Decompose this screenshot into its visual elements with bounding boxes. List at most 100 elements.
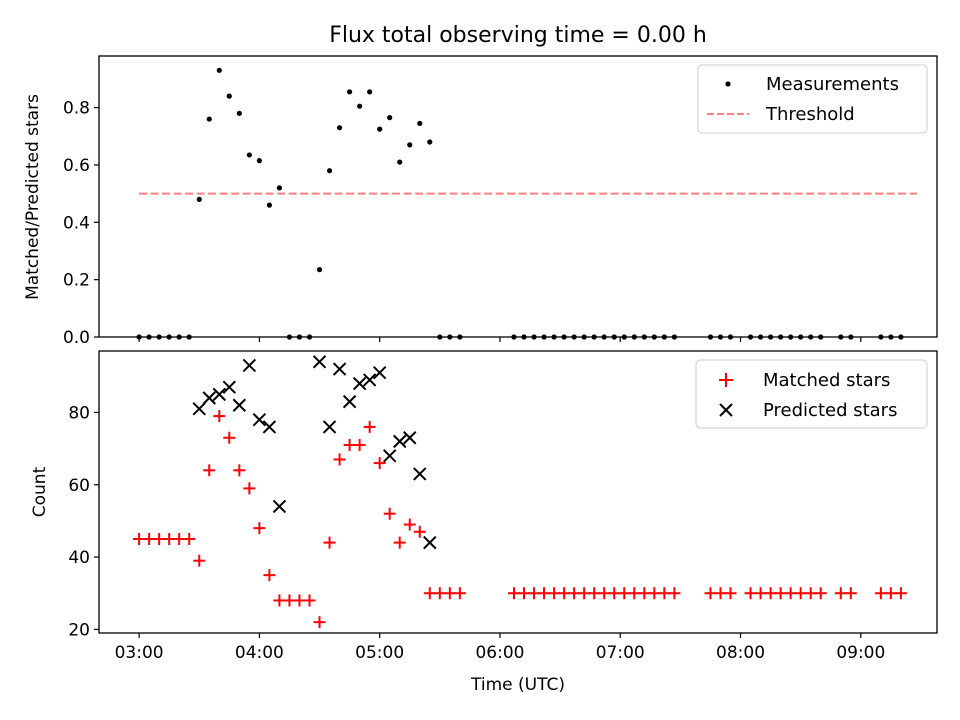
matched-stars-point — [538, 587, 551, 600]
x-tick-label: 09:00 — [836, 643, 885, 663]
bottom-legend-box — [695, 359, 928, 429]
y-tick-label: 40 — [68, 548, 90, 568]
predicted-stars-point — [393, 434, 407, 449]
y-tick-label: 0.6 — [63, 156, 90, 176]
top-chart-title: Flux total observing time = 0.00 h — [329, 23, 707, 48]
y-tick-label: 20 — [68, 620, 90, 640]
matched-stars-point — [443, 587, 456, 600]
matched-stars-point — [598, 587, 611, 600]
matched-stars-point — [794, 587, 807, 600]
matched-stars-point — [293, 594, 306, 607]
predicted-stars-point — [212, 387, 226, 402]
matched-stars-point — [658, 587, 671, 600]
predicted-stars-point — [382, 449, 397, 463]
y-tick-label: 60 — [68, 476, 90, 496]
matched-stars-point — [373, 457, 386, 470]
matched-stars-point — [163, 533, 176, 545]
bottom-x-axis-label: Time (UTC) — [470, 675, 565, 695]
predicted-stars-point — [332, 362, 347, 376]
measurement-point — [316, 267, 323, 273]
matched-stars-point — [884, 587, 897, 600]
predicted-stars-point — [262, 420, 277, 434]
measurement-point — [256, 158, 262, 164]
predicted-stars-point — [252, 412, 267, 427]
top-legend-box — [697, 64, 928, 134]
legend-matched-marker — [719, 373, 733, 387]
bottom-panel: Count Time (UTC) 20 40 60 80 03:00 04:00 05:00… — [30, 350, 938, 695]
matched-stars-point — [618, 587, 631, 600]
y-tick-label: 0.8 — [63, 99, 90, 119]
measurement-point — [336, 125, 343, 131]
measurement-point — [236, 110, 242, 116]
matched-stars-point — [363, 420, 376, 433]
measurement-point — [346, 89, 353, 95]
predicted-stars-point — [192, 402, 206, 416]
top-legend: Measurements Threshold — [697, 64, 928, 134]
matched-stars-point — [668, 587, 681, 600]
x-tick-label: 04:00 — [235, 643, 284, 663]
predicted-stars-point — [342, 394, 357, 409]
matched-stars-point — [588, 587, 601, 600]
matched-stars-point — [143, 533, 156, 545]
matched-stars-point — [507, 587, 520, 600]
matched-stars-point — [193, 554, 206, 567]
y-tick-label: 0.4 — [63, 213, 90, 233]
matched-stars-point — [203, 464, 216, 477]
legend-predicted-marker — [719, 403, 733, 417]
matched-stars-point — [724, 587, 737, 600]
matched-stars-point — [774, 587, 787, 600]
legend-measurements-label: Measurements — [766, 74, 899, 95]
measurement-point — [246, 152, 252, 158]
measurement-point — [266, 202, 273, 208]
measurement-point — [196, 196, 202, 202]
top-panel: Flux total observing time = 0.00 h Match… — [23, 23, 938, 348]
matched-stars-point — [433, 587, 446, 600]
matched-stars-point — [704, 587, 717, 600]
matched-stars-point — [183, 533, 196, 545]
bottom-axes-frame — [98, 350, 938, 634]
top-y-axis-label: Matched/Predicted stars — [23, 94, 43, 300]
matched-stars-point — [263, 569, 276, 582]
matched-stars-point — [333, 453, 346, 466]
matched-stars-point — [578, 587, 591, 600]
predicted-stars-point — [352, 376, 367, 391]
matched-stars-point — [423, 587, 436, 600]
measurement-point — [326, 168, 333, 174]
matched-stars-point — [343, 439, 356, 451]
matched-stars-point — [874, 587, 887, 600]
matched-stars-point — [784, 587, 797, 600]
matched-stars-point — [628, 587, 641, 600]
matched-stars-point — [744, 587, 757, 600]
measurement-point — [216, 67, 222, 73]
bottom-ticks: 20 40 60 80 03:00 04:00 05:00 06:00 07:00 08:00 09… — [68, 403, 885, 663]
x-tick-label: 05:00 — [355, 643, 404, 663]
matched-stars-point — [844, 587, 857, 600]
matched-stars-point — [233, 464, 246, 477]
matched-stars-point — [648, 587, 661, 600]
top-axes-frame — [98, 55, 938, 338]
measurement-point — [427, 139, 433, 145]
matched-stars-point — [133, 533, 146, 545]
matched-stars-point — [153, 533, 166, 545]
legend-matched-label: Matched stars — [763, 370, 890, 391]
predicted-stars-point — [222, 380, 237, 394]
matched-stars-point — [548, 587, 561, 600]
top-ticks: 0.0 0.2 0.4 0.6 0.8 — [63, 99, 862, 348]
y-tick-label: 0.2 — [63, 271, 90, 291]
matched-stars-point — [528, 587, 541, 600]
x-tick-label: 03:00 — [115, 643, 164, 663]
matched-stars-point — [558, 587, 571, 600]
measurement-point — [367, 89, 373, 95]
measurement-point — [407, 142, 413, 148]
y-tick-label: 0.0 — [63, 328, 90, 348]
matched-stars-point — [313, 616, 326, 629]
matched-stars-point — [393, 536, 406, 549]
matched-stars-point — [804, 587, 817, 600]
legend-threshold-label: Threshold — [765, 104, 855, 125]
matched-stars-point — [834, 587, 847, 600]
matched-stars-point — [403, 518, 416, 531]
matched-stars-point — [608, 587, 621, 600]
measurement-point — [276, 185, 283, 191]
predicted-stars-point — [372, 365, 387, 380]
y-tick-label: 80 — [68, 403, 90, 423]
